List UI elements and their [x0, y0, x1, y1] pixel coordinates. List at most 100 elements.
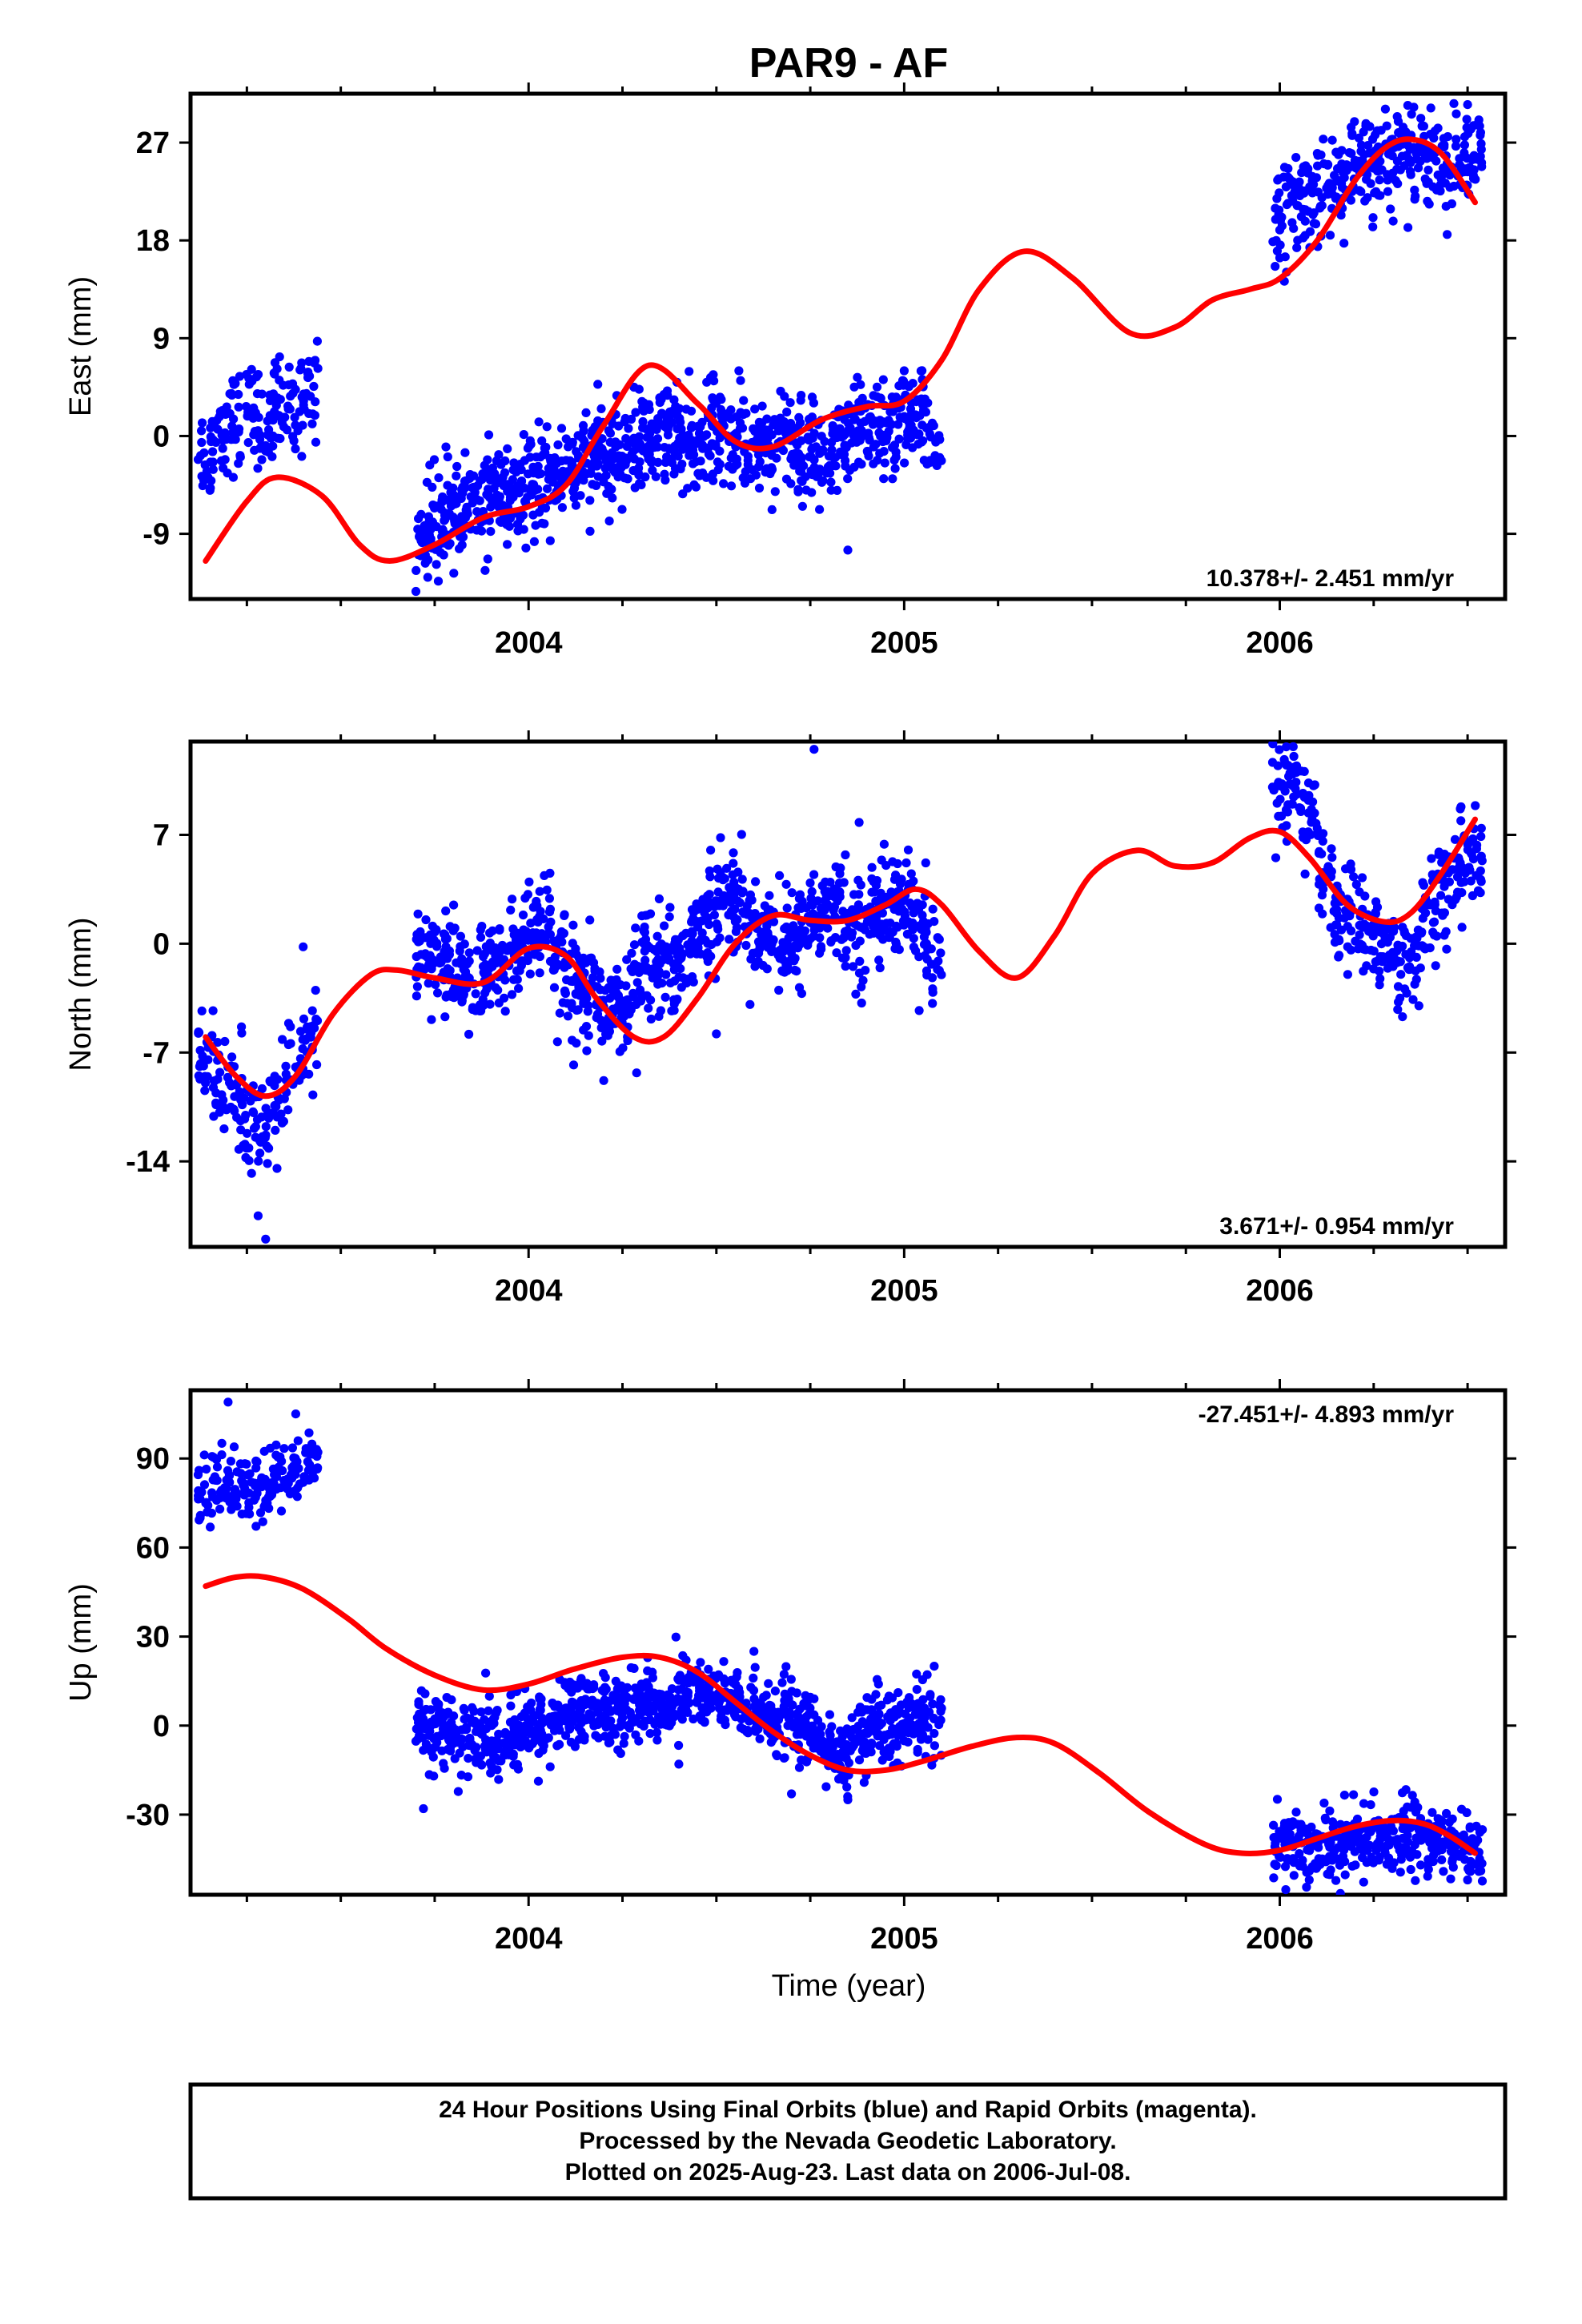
- up-data-point: [877, 1719, 886, 1728]
- east-data-point: [600, 464, 610, 473]
- east-data-point: [287, 379, 298, 388]
- east-data-point: [222, 402, 231, 412]
- north-data-point: [485, 999, 495, 1009]
- north-data-point: [1457, 923, 1467, 932]
- up-data-point: [486, 1768, 496, 1778]
- east-data-point: [631, 408, 640, 417]
- up-data-point: [527, 1699, 536, 1708]
- east-data-point: [270, 369, 279, 379]
- north-data-point: [832, 948, 841, 958]
- up-data-point: [199, 1450, 209, 1460]
- east-data-point: [543, 484, 552, 493]
- east-data-point: [1307, 176, 1317, 186]
- up-data-point: [588, 1684, 597, 1694]
- north-data-point: [276, 1109, 286, 1119]
- north-data-point: [805, 878, 815, 888]
- north-data-point: [1357, 873, 1367, 883]
- up-data-point: [259, 1446, 269, 1456]
- east-data-point: [253, 464, 263, 473]
- up-data-point: [275, 1452, 285, 1462]
- up-data-point: [611, 1676, 620, 1686]
- up-data-point: [593, 1719, 603, 1729]
- up-data-point: [416, 1686, 427, 1695]
- north-data-point: [648, 964, 657, 974]
- east-data-point: [436, 505, 446, 514]
- north-data-point: [238, 1100, 247, 1110]
- east-data-point: [640, 472, 650, 482]
- north-data-point: [272, 1164, 282, 1173]
- up-data-point: [682, 1688, 693, 1698]
- up-data-point: [877, 1700, 886, 1710]
- up-data-point: [240, 1484, 250, 1494]
- up-data-point: [1403, 1837, 1413, 1847]
- up-data-point: [526, 1705, 536, 1715]
- up-data-point: [484, 1691, 494, 1701]
- up-ytick-label: 60: [136, 1531, 170, 1565]
- east-data-point: [1383, 187, 1393, 196]
- east-data-point: [651, 472, 661, 481]
- north-data-point: [1410, 941, 1419, 951]
- east-data-point: [578, 420, 588, 431]
- up-data-point: [461, 1723, 472, 1732]
- east-data-point: [852, 437, 861, 447]
- north-data-point: [730, 904, 740, 914]
- up-data-point: [1446, 1874, 1456, 1884]
- up-data-point: [667, 1684, 677, 1694]
- north-data-point: [1335, 936, 1344, 946]
- north-data-point: [468, 1003, 478, 1012]
- north-data-point: [596, 974, 605, 983]
- east-data-point: [542, 422, 552, 432]
- north-data-point: [1323, 862, 1333, 871]
- north-data-point: [495, 952, 504, 962]
- east-data-point: [914, 429, 924, 439]
- east-data-point: [197, 426, 207, 436]
- up-data-point: [1359, 1799, 1369, 1808]
- east-data-point: [197, 437, 207, 448]
- up-data-point: [1300, 1824, 1310, 1834]
- north-data-point: [1463, 840, 1472, 850]
- east-data-point: [440, 516, 449, 525]
- north-data-point: [412, 991, 422, 1001]
- east-data-point: [456, 490, 467, 500]
- east-data-point: [1416, 114, 1426, 123]
- east-data-point: [815, 505, 825, 514]
- north-data-point: [665, 912, 674, 922]
- up-data-point: [548, 1699, 557, 1708]
- east-data-point: [652, 424, 661, 435]
- north-ytick-label: 7: [153, 818, 170, 852]
- north-data-point: [874, 955, 884, 965]
- north-data-point: [1360, 891, 1370, 901]
- east-data-point: [473, 481, 483, 491]
- east-data-point: [675, 404, 685, 413]
- north-data-point: [729, 858, 738, 868]
- north-data-point: [923, 944, 933, 955]
- east-data-point: [1361, 121, 1371, 131]
- east-data-point: [279, 422, 288, 432]
- up-data-point: [918, 1695, 928, 1704]
- north-data-point: [442, 991, 452, 1000]
- north-data-point: [741, 940, 751, 951]
- east-data-point: [579, 476, 588, 485]
- north-data-point: [765, 905, 775, 915]
- up-data-point: [440, 1763, 449, 1773]
- east-data-point: [423, 573, 432, 582]
- north-data-point: [720, 874, 729, 883]
- east-data-point: [657, 408, 667, 418]
- north-data-point: [632, 1068, 641, 1078]
- north-data-point: [555, 1008, 564, 1018]
- up-data-point: [426, 1721, 436, 1731]
- north-data-point: [630, 959, 640, 969]
- up-data-point: [1351, 1860, 1360, 1870]
- up-data-point: [840, 1746, 849, 1755]
- north-data-point: [909, 943, 918, 952]
- east-data-point: [607, 485, 616, 494]
- up-data-point: [733, 1668, 742, 1678]
- east-data-point: [797, 476, 807, 486]
- up-data-point: [1335, 1860, 1345, 1870]
- north-data-point: [479, 967, 488, 977]
- east-data-point: [1439, 134, 1448, 143]
- up-data-point: [240, 1459, 250, 1469]
- up-data-point: [1382, 1860, 1391, 1869]
- north-data-point: [545, 930, 556, 939]
- east-data-point: [676, 464, 685, 474]
